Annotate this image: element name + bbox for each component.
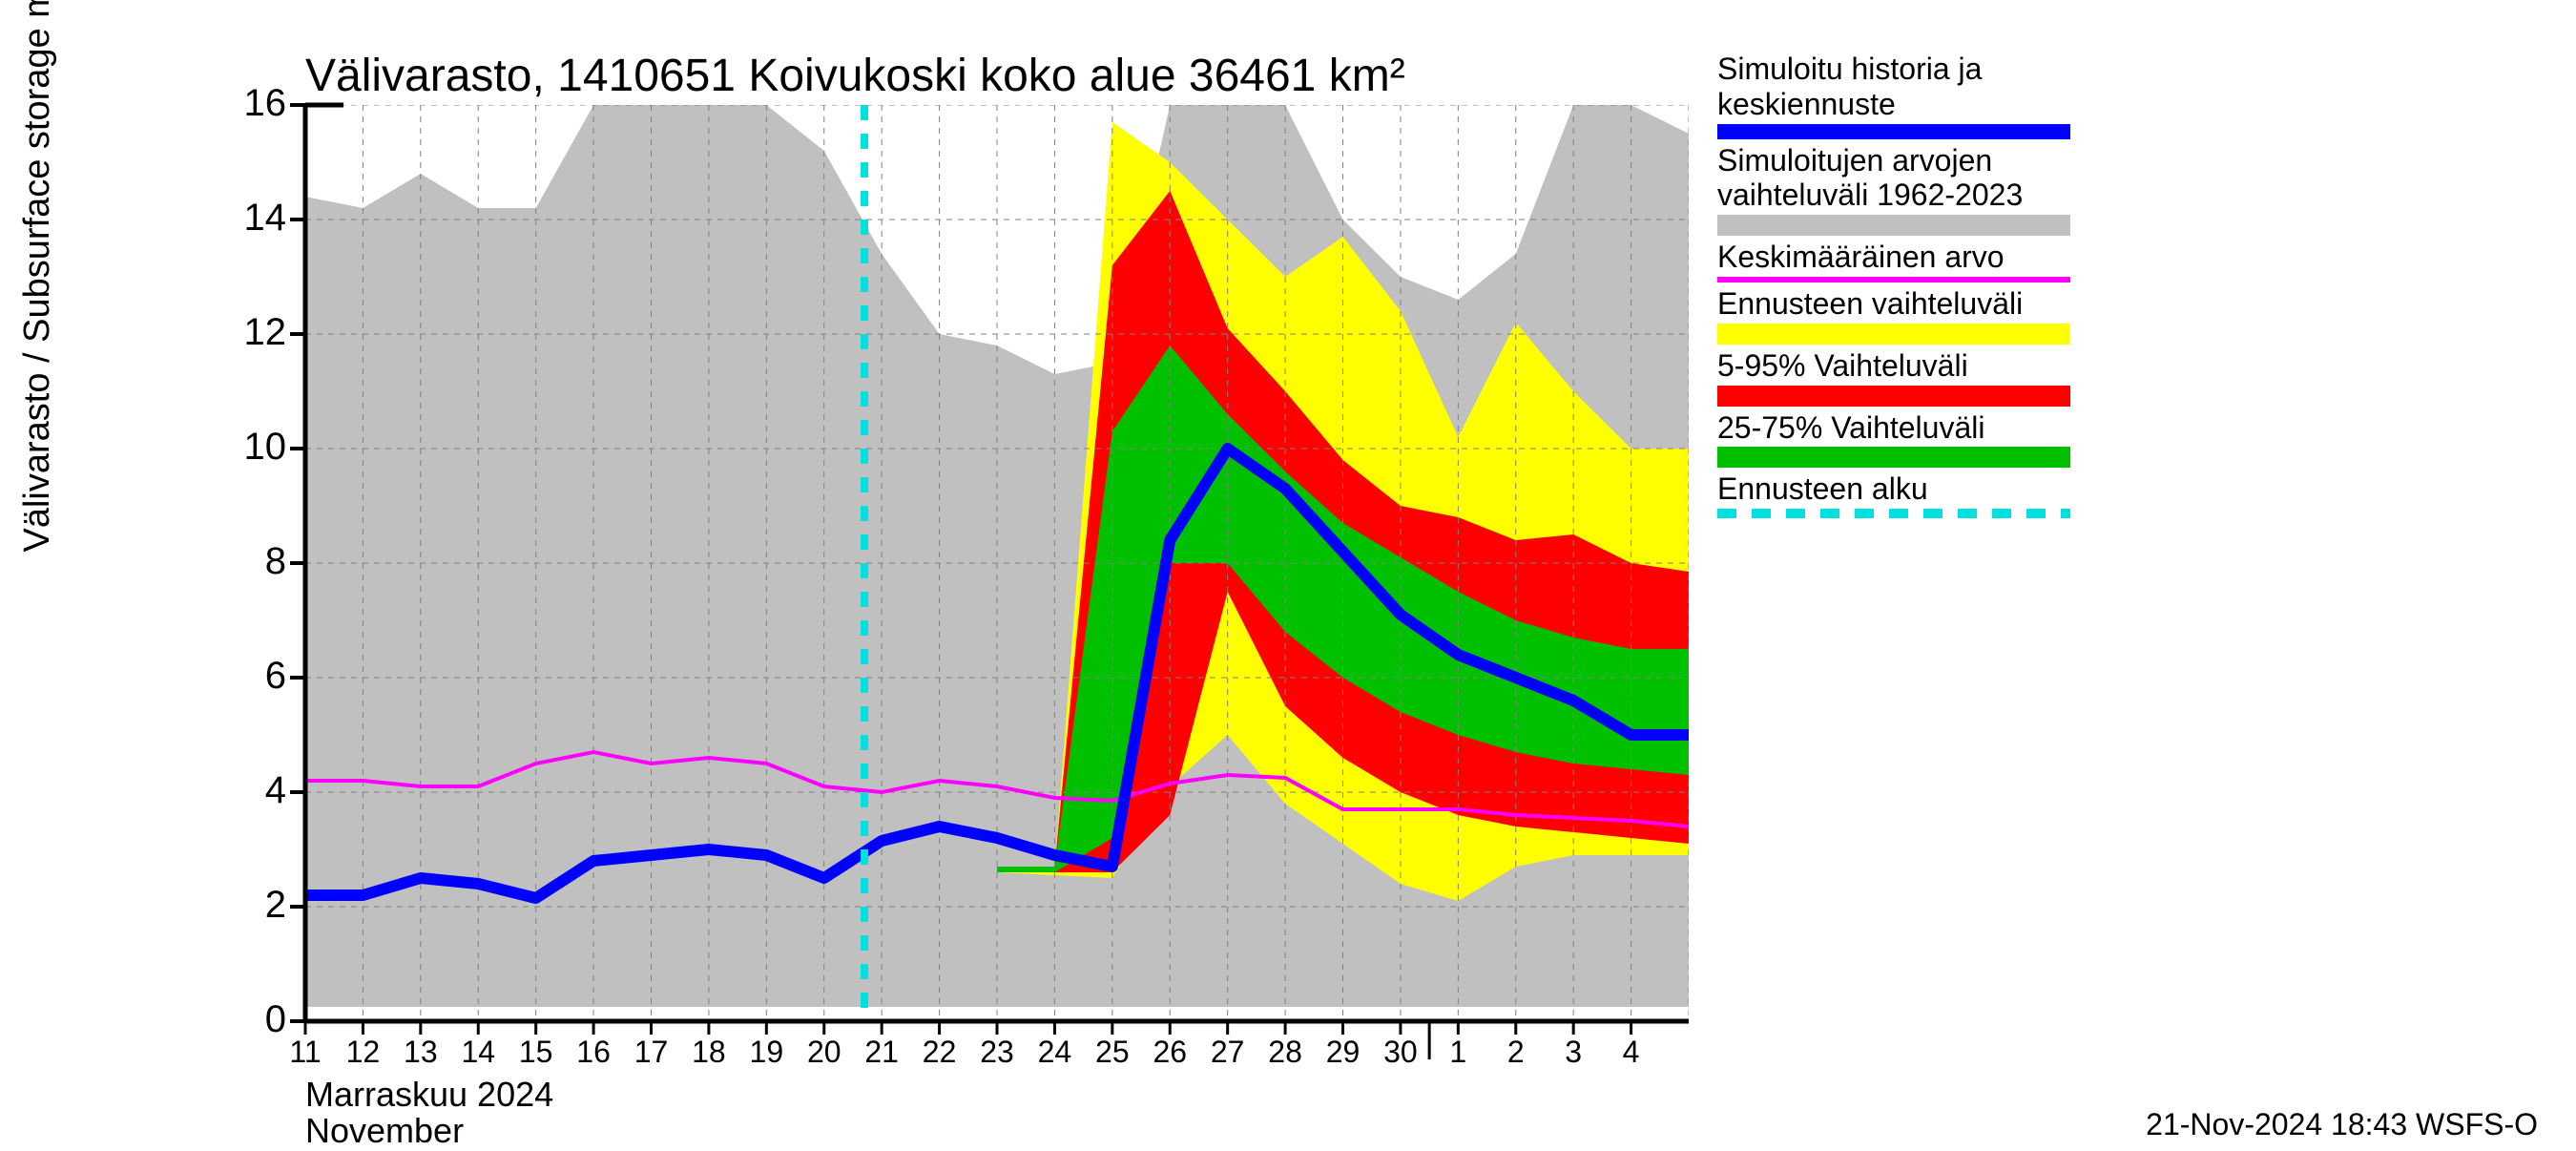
x-tick-label: 3 — [1565, 1035, 1582, 1070]
legend-label: Simuloitujen arvojen vaihteluväli 1962-2… — [1717, 143, 2080, 214]
legend: Simuloitu historia ja keskiennuste Simulo… — [1717, 52, 2080, 522]
x-tick-label: 17 — [634, 1035, 669, 1070]
x-tick-label: 12 — [346, 1035, 381, 1070]
x-tick-label: 28 — [1268, 1035, 1302, 1070]
x-tick-label: 19 — [750, 1035, 784, 1070]
x-tick-label: 22 — [923, 1035, 957, 1070]
x-tick-label: 18 — [692, 1035, 726, 1070]
chart-container: Välivarasto / Subsurface storage mm Väli… — [0, 0, 2576, 1145]
x-tick-label: 11 — [289, 1035, 321, 1070]
y-tick-label: 6 — [219, 655, 286, 698]
y-tick-label: 4 — [219, 769, 286, 812]
legend-swatch — [1717, 215, 2070, 236]
month-label-fi-text: Marraskuu 2024 — [305, 1075, 553, 1114]
legend-swatch — [1717, 386, 2070, 407]
legend-swatch — [1717, 277, 2070, 283]
x-tick-label: 16 — [576, 1035, 611, 1070]
legend-entry: 25-75% Vaihteluväli — [1717, 410, 2080, 469]
y-tick-label: 8 — [219, 540, 286, 583]
x-tick-label: 4 — [1623, 1035, 1640, 1070]
legend-entry: Simuloitujen arvojen vaihteluväli 1962-2… — [1717, 143, 2080, 237]
legend-swatch — [1717, 447, 2070, 468]
x-tick-label: 21 — [864, 1035, 899, 1070]
legend-label: Keskimääräinen arvo — [1717, 240, 2080, 275]
legend-label: Ennusteen vaihteluväli — [1717, 286, 2080, 322]
x-tick-label: 20 — [807, 1035, 841, 1070]
x-tick-label: 2 — [1507, 1035, 1525, 1070]
x-tick-label: 13 — [404, 1035, 438, 1070]
x-tick-label: 15 — [519, 1035, 553, 1070]
legend-entry: Keskimääräinen arvo — [1717, 240, 2080, 283]
x-tick-label: 1 — [1449, 1035, 1466, 1070]
y-tick-label: 2 — [219, 884, 286, 927]
legend-label: Ennusteen alku — [1717, 471, 2080, 507]
legend-entry: Ennusteen alku — [1717, 471, 2080, 518]
footer-timestamp-text: 21-Nov-2024 18:43 WSFS-O — [2146, 1107, 2538, 1141]
x-tick-label: 14 — [461, 1035, 495, 1070]
legend-label: Simuloitu historia ja keskiennuste — [1717, 52, 2080, 122]
legend-swatch — [1717, 124, 2070, 139]
x-tick-label: 26 — [1153, 1035, 1187, 1070]
y-tick-label: 0 — [219, 998, 286, 1041]
y-tick-label: 12 — [219, 311, 286, 354]
legend-entry: Ennusteen vaihteluväli — [1717, 286, 2080, 345]
legend-label: 25-75% Vaihteluväli — [1717, 410, 2080, 446]
legend-swatch — [1717, 324, 2070, 345]
month-label-fi: Marraskuu 2024 — [305, 1075, 553, 1115]
footer-timestamp: 21-Nov-2024 18:43 WSFS-O — [2146, 1107, 2538, 1142]
y-tick-label: 16 — [219, 82, 286, 125]
x-tick-label: 24 — [1038, 1035, 1072, 1070]
chart-plot — [0, 0, 2576, 1145]
x-tick-label: 29 — [1326, 1035, 1361, 1070]
y-tick-label: 14 — [219, 197, 286, 240]
y-tick-label: 10 — [219, 426, 286, 469]
month-label-en-text: November — [305, 1111, 464, 1150]
legend-label: 5-95% Vaihteluväli — [1717, 348, 2080, 384]
legend-swatch — [1717, 509, 2070, 518]
x-tick-label: 25 — [1095, 1035, 1130, 1070]
x-tick-label: 30 — [1383, 1035, 1418, 1070]
legend-entry: Simuloitu historia ja keskiennuste — [1717, 52, 2080, 139]
x-tick-label: 23 — [980, 1035, 1014, 1070]
x-tick-label: 27 — [1211, 1035, 1245, 1070]
legend-entry: 5-95% Vaihteluväli — [1717, 348, 2080, 407]
